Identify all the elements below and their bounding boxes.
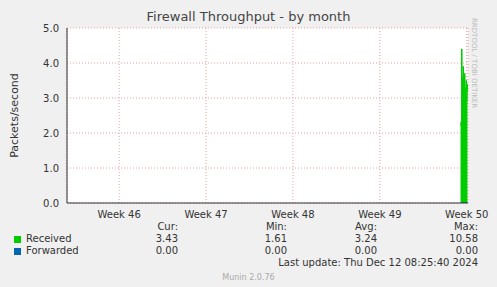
html-text:3.24: 3.24 xyxy=(354,233,377,244)
html-text:Firewall Throughput - by month: Firewall Throughput - by month xyxy=(146,9,351,24)
svg-text:Week 46: Week 46 xyxy=(97,209,140,220)
svg-text:Week 47: Week 47 xyxy=(184,209,227,220)
html-text:Munin 2.0.76: Munin 2.0.76 xyxy=(222,273,275,282)
html-text:Avg:: Avg: xyxy=(355,221,377,232)
svg-text:Week 48: Week 48 xyxy=(271,209,314,220)
html-text:Min:: Min: xyxy=(265,221,287,232)
html-text:0.00: 0.00 xyxy=(155,245,178,256)
svg-text:Week 49: Week 49 xyxy=(358,209,401,220)
html-text:Last update: Thu Dec 12 08:25:: Last update: Thu Dec 12 08:25:40 2024 xyxy=(278,257,478,268)
svg-text:Week 50: Week 50 xyxy=(445,209,488,220)
svg-text:3.0: 3.0 xyxy=(43,93,59,104)
html-text:Max:: Max: xyxy=(454,221,478,232)
svg-text:Packets/second: Packets/second xyxy=(8,73,21,158)
html-text:0.00: 0.00 xyxy=(264,245,287,256)
html-text:0.00: 0.00 xyxy=(354,245,377,256)
html-text:0.00: 0.00 xyxy=(455,245,478,256)
svg-text:5.0: 5.0 xyxy=(43,23,59,34)
html-text:Received: Received xyxy=(26,233,72,244)
html-text:Cur:: Cur: xyxy=(157,221,178,232)
svg-text:2.0: 2.0 xyxy=(43,128,59,139)
svg-text:0.0: 0.0 xyxy=(43,198,59,209)
html-text:1.61: 1.61 xyxy=(264,233,287,244)
html-text:3.43: 3.43 xyxy=(155,233,178,244)
html-text:RRDTOOL / TOBI OETIKER: RRDTOOL / TOBI OETIKER xyxy=(470,18,478,109)
html-text:10.58: 10.58 xyxy=(449,233,478,244)
html-text:Forwarded: Forwarded xyxy=(26,245,79,256)
svg-text:1.0: 1.0 xyxy=(43,163,59,174)
svg-text:4.0: 4.0 xyxy=(43,58,59,69)
